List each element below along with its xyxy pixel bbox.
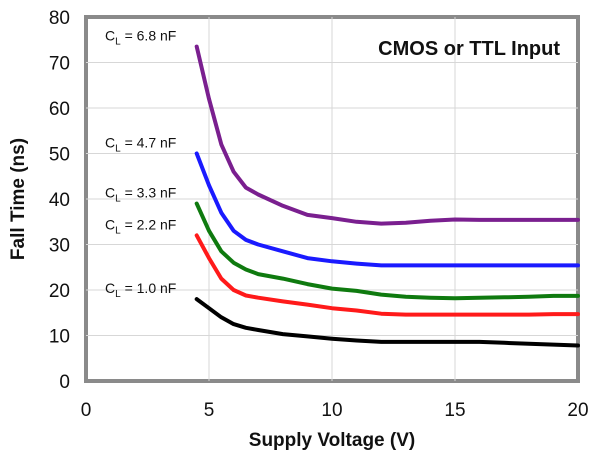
y-tick-label: 30 — [49, 236, 70, 257]
series-line — [194, 151, 580, 268]
tick-layer: 0 5 10 15 20 0 10 20 30 40 50 60 70 80 — [49, 8, 589, 421]
series-label-layer: CL = 6.8 nF CL = 4.7 nF CL = 3.3 nF CL = 2.… — [105, 28, 176, 301]
y-tick-label: 10 — [49, 327, 70, 348]
x-tick-label: 20 — [567, 400, 588, 421]
y-axis-title: Fall Time (ns) — [8, 138, 29, 260]
series-line — [194, 233, 580, 317]
series-label: CL = 3.3 nF — [105, 185, 176, 205]
x-tick-label: 5 — [204, 400, 215, 421]
series-line — [194, 44, 580, 226]
series-line — [194, 297, 580, 348]
series-layer — [194, 44, 580, 348]
chart-title: CMOS or TTL Input — [378, 38, 560, 60]
x-tick-label: 15 — [444, 400, 465, 421]
y-tick-label: 20 — [49, 281, 70, 302]
y-tick-label: 50 — [49, 145, 70, 166]
series-line — [194, 201, 580, 301]
y-tick-label: 70 — [49, 54, 70, 75]
series-label: CL = 1.0 nF — [105, 280, 176, 300]
x-tick-label: 0 — [81, 400, 92, 421]
grid-layer — [86, 17, 578, 381]
y-tick-label: 60 — [49, 99, 70, 120]
y-tick-label: 80 — [49, 8, 70, 29]
y-tick-label: 40 — [49, 190, 70, 211]
series-label: CL = 6.8 nF — [105, 28, 176, 48]
y-tick-label: 0 — [59, 372, 70, 393]
x-tick-label: 10 — [321, 400, 342, 421]
series-label: CL = 4.7 nF — [105, 135, 176, 155]
series-label: CL = 2.2 nF — [105, 216, 176, 236]
x-axis-title: Supply Voltage (V) — [249, 430, 415, 451]
